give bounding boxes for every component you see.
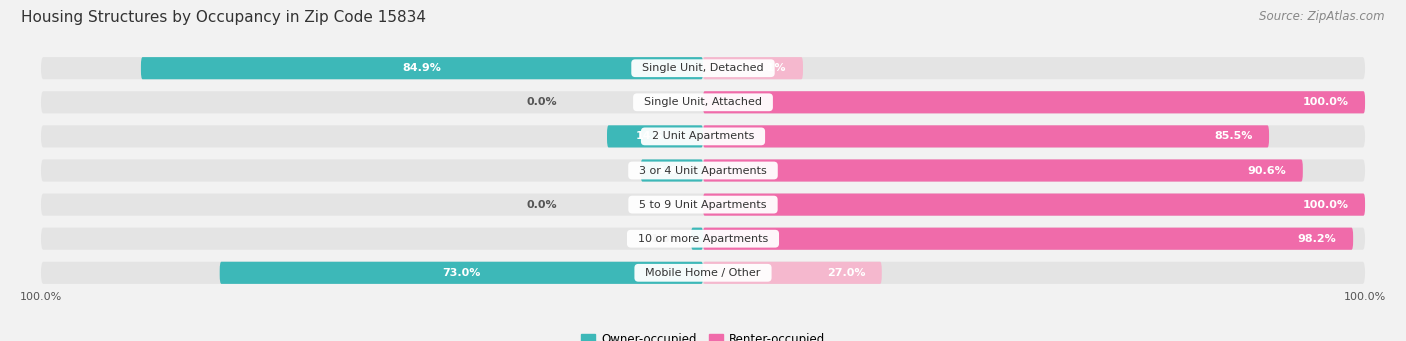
Text: 73.0%: 73.0% bbox=[441, 268, 481, 278]
Text: 2 Unit Apartments: 2 Unit Apartments bbox=[645, 131, 761, 142]
Text: 98.2%: 98.2% bbox=[1298, 234, 1337, 244]
Text: 100.0%: 100.0% bbox=[1302, 199, 1348, 210]
Text: 5 to 9 Unit Apartments: 5 to 9 Unit Apartments bbox=[633, 199, 773, 210]
Text: 10 or more Apartments: 10 or more Apartments bbox=[631, 234, 775, 244]
Text: 0.0%: 0.0% bbox=[527, 199, 557, 210]
Text: 84.9%: 84.9% bbox=[402, 63, 441, 73]
Text: Single Unit, Detached: Single Unit, Detached bbox=[636, 63, 770, 73]
FancyBboxPatch shape bbox=[41, 160, 1365, 182]
Text: Source: ZipAtlas.com: Source: ZipAtlas.com bbox=[1260, 10, 1385, 23]
Text: 100.0%: 100.0% bbox=[20, 292, 62, 302]
Text: 14.5%: 14.5% bbox=[636, 131, 675, 142]
Text: 90.6%: 90.6% bbox=[1247, 165, 1286, 176]
Text: 3 or 4 Unit Apartments: 3 or 4 Unit Apartments bbox=[633, 165, 773, 176]
FancyBboxPatch shape bbox=[141, 57, 703, 79]
FancyBboxPatch shape bbox=[641, 160, 703, 182]
Text: Mobile Home / Other: Mobile Home / Other bbox=[638, 268, 768, 278]
FancyBboxPatch shape bbox=[703, 194, 1365, 216]
FancyBboxPatch shape bbox=[41, 262, 1365, 284]
FancyBboxPatch shape bbox=[703, 262, 882, 284]
Text: 100.0%: 100.0% bbox=[1344, 292, 1386, 302]
FancyBboxPatch shape bbox=[692, 228, 703, 250]
FancyBboxPatch shape bbox=[703, 125, 1270, 148]
Text: 85.5%: 85.5% bbox=[1215, 131, 1253, 142]
Text: Single Unit, Attached: Single Unit, Attached bbox=[637, 97, 769, 107]
Text: 100.0%: 100.0% bbox=[1302, 97, 1348, 107]
FancyBboxPatch shape bbox=[41, 125, 1365, 148]
Text: 9.4%: 9.4% bbox=[657, 165, 688, 176]
FancyBboxPatch shape bbox=[41, 57, 1365, 79]
FancyBboxPatch shape bbox=[607, 125, 703, 148]
FancyBboxPatch shape bbox=[703, 228, 1353, 250]
Text: 0.0%: 0.0% bbox=[527, 97, 557, 107]
FancyBboxPatch shape bbox=[41, 228, 1365, 250]
FancyBboxPatch shape bbox=[703, 160, 1303, 182]
FancyBboxPatch shape bbox=[41, 91, 1365, 114]
Text: 15.1%: 15.1% bbox=[748, 63, 786, 73]
Text: 27.0%: 27.0% bbox=[827, 268, 865, 278]
FancyBboxPatch shape bbox=[219, 262, 703, 284]
FancyBboxPatch shape bbox=[41, 194, 1365, 216]
Text: 1.8%: 1.8% bbox=[651, 234, 681, 244]
Legend: Owner-occupied, Renter-occupied: Owner-occupied, Renter-occupied bbox=[576, 329, 830, 341]
FancyBboxPatch shape bbox=[703, 57, 803, 79]
FancyBboxPatch shape bbox=[703, 91, 1365, 114]
Text: Housing Structures by Occupancy in Zip Code 15834: Housing Structures by Occupancy in Zip C… bbox=[21, 10, 426, 25]
